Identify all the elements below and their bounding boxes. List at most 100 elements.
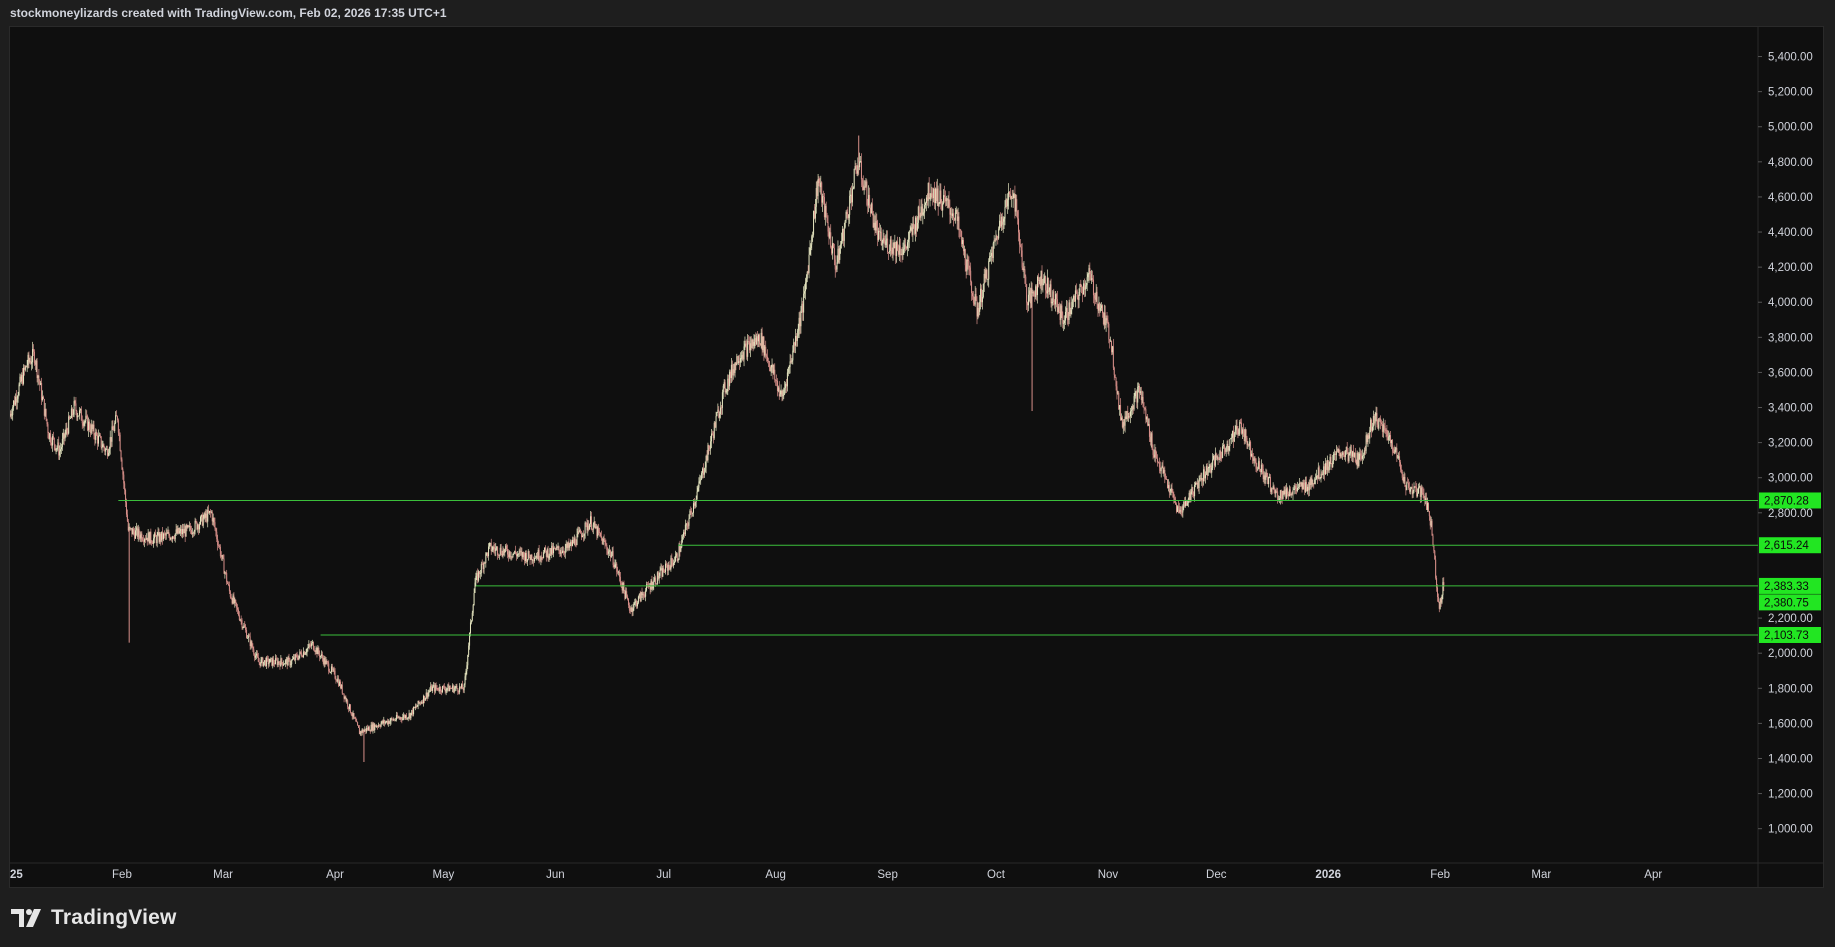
candle-body — [162, 533, 164, 540]
candle-body — [82, 423, 84, 426]
candle-body — [497, 547, 499, 556]
x-tick-label: Feb — [112, 869, 132, 881]
candle-body — [572, 539, 574, 544]
candle-body — [1126, 411, 1128, 420]
candle-body — [968, 261, 970, 268]
candle-body — [736, 356, 738, 366]
candle-body — [25, 366, 27, 368]
candle-body — [455, 685, 457, 688]
candle-body — [839, 248, 841, 260]
candle-body — [881, 243, 883, 246]
candle-body — [317, 647, 319, 655]
candle-body — [785, 383, 787, 389]
candle-body — [1430, 521, 1432, 526]
candle-body — [601, 537, 603, 545]
candle-body — [696, 491, 698, 499]
candle-body — [150, 531, 152, 542]
candle-body — [841, 229, 843, 241]
footer: TradingView — [0, 888, 1835, 947]
candle-body — [539, 559, 541, 561]
candle-body — [281, 658, 283, 663]
candle-body — [1064, 311, 1066, 321]
candle-body — [436, 688, 438, 689]
candle-body — [294, 654, 296, 661]
candle-body — [302, 651, 304, 657]
candle-body — [636, 600, 638, 607]
candle-body — [1201, 478, 1203, 480]
candle-body — [1199, 478, 1201, 480]
candle-body — [246, 637, 248, 639]
candle-body — [646, 584, 648, 591]
candle-body — [654, 577, 656, 581]
candle-body — [146, 537, 148, 542]
candle-body — [1288, 489, 1290, 497]
candle-body — [1076, 291, 1078, 298]
candle-body — [1435, 559, 1437, 579]
candle-body — [732, 369, 734, 376]
candle-body — [882, 238, 884, 244]
candle-body — [579, 529, 581, 532]
candle-body — [237, 607, 239, 610]
candle-body — [347, 700, 349, 707]
candle-body — [557, 546, 559, 548]
candle-body — [415, 706, 417, 708]
level-price-label-bg — [1759, 577, 1821, 594]
x-tick-label: Apr — [326, 869, 344, 881]
candle-body — [159, 533, 161, 542]
candle-body — [88, 421, 90, 431]
candle-body — [1089, 268, 1091, 275]
candle-body — [737, 356, 739, 364]
candle-body — [642, 594, 644, 596]
candle-body — [815, 188, 817, 207]
candle-body — [1022, 267, 1024, 270]
candle-body — [560, 552, 562, 554]
candle-body — [46, 419, 48, 425]
y-tick-label: 3,400.00 — [1768, 403, 1813, 415]
candle-body — [142, 540, 144, 541]
candle-body — [206, 513, 208, 522]
candle-body — [1045, 276, 1047, 291]
candle-body — [1135, 391, 1137, 393]
candlestick-chart[interactable]: 1,000.001,200.001,400.001,600.001,800.00… — [10, 27, 1823, 887]
candle-body — [231, 598, 233, 604]
candle-body — [190, 526, 192, 530]
candle-body — [169, 535, 171, 540]
candle-body — [1081, 286, 1083, 294]
candle-body — [1232, 430, 1234, 438]
candle-body — [1001, 216, 1003, 225]
candle-body — [73, 401, 75, 415]
candle-body — [936, 188, 938, 201]
candle-body — [767, 361, 769, 362]
candle-body — [916, 222, 918, 231]
candle-body — [994, 240, 996, 241]
candle-body — [805, 278, 807, 283]
candle-body — [1185, 500, 1187, 506]
candle-body — [502, 549, 504, 557]
candle-body — [692, 512, 694, 514]
candle-body — [612, 551, 614, 566]
candle-body — [448, 684, 450, 692]
candle-body — [411, 710, 413, 713]
candle-body — [296, 655, 298, 659]
tradingview-brand[interactable]: TradingView — [11, 906, 177, 930]
candle-body — [609, 550, 611, 558]
candle-body — [220, 556, 222, 557]
candle-body — [845, 212, 847, 221]
candle-body — [711, 433, 713, 435]
candle-body — [107, 449, 109, 456]
candle-body — [1272, 486, 1274, 489]
candle-body — [1036, 286, 1038, 296]
candle-body — [202, 518, 204, 526]
candle-body — [688, 518, 690, 526]
candle-body — [321, 654, 323, 659]
candle-body — [1409, 488, 1411, 492]
candle-body — [549, 548, 551, 556]
candle-body — [568, 542, 570, 548]
candle-body — [306, 648, 308, 653]
candle-body — [1218, 459, 1220, 460]
candle-body — [214, 522, 216, 529]
candle-body — [1228, 446, 1230, 451]
candle-body — [1290, 494, 1292, 496]
candle-body — [1325, 463, 1327, 470]
candle-body — [746, 343, 748, 357]
